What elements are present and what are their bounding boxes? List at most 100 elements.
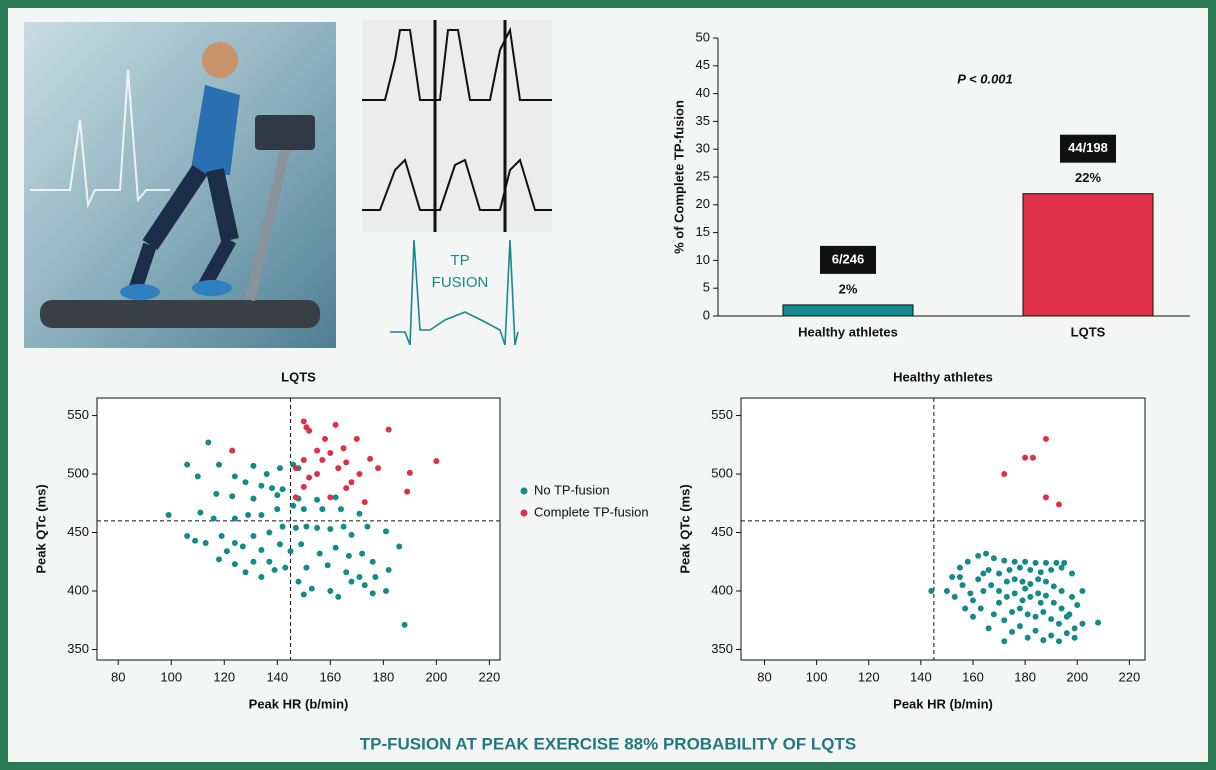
y-tick-label: 20 [696,196,710,211]
point [382,528,389,535]
point [996,570,1003,577]
point [1040,637,1047,644]
point [231,540,238,547]
point [165,511,172,518]
point [308,585,315,592]
y-tick-label: 25 [696,168,710,183]
point [1019,597,1026,604]
y-tick-label: 500 [67,465,89,480]
point [1071,634,1078,641]
point [367,455,374,462]
point [964,558,971,565]
point [1022,454,1029,461]
point [184,461,191,468]
point [266,558,273,565]
point [300,456,307,463]
point [218,533,225,540]
y-tick-label: 550 [711,407,733,422]
x-tick-label: 200 [1066,669,1088,684]
point [292,465,299,472]
x-tick-label: 140 [910,669,932,684]
point [242,569,249,576]
point [1069,570,1076,577]
count-box [820,245,876,274]
point [348,479,355,486]
chart-title: Healthy athletes [893,369,993,384]
point [1024,611,1031,618]
point [949,573,956,580]
y-axis-label: % of Complete TP-fusion [671,100,686,254]
point [990,555,997,562]
point [192,537,199,544]
tp-fusion-curve [390,239,519,346]
point [975,576,982,583]
point [1069,593,1076,600]
point [258,573,265,580]
point [231,515,238,522]
x-tick-label: 220 [479,669,501,684]
point [290,502,297,509]
point [279,523,286,530]
point [372,573,379,580]
point [1055,620,1062,627]
point [969,597,976,604]
point [250,495,257,502]
point [314,496,321,503]
point [990,611,997,618]
point [332,544,339,551]
point [250,462,257,469]
point [231,561,238,568]
legend-marker [520,487,528,495]
value-label: 2% [839,281,858,296]
point [298,541,305,548]
point [356,510,363,517]
point [404,488,411,495]
point [1048,616,1055,623]
y-tick-label: 50 [696,29,710,44]
point [1042,559,1049,566]
point [1058,605,1065,612]
point [223,548,230,555]
point [385,566,392,573]
point [274,492,281,499]
point [319,506,326,513]
x-tick-label: 140 [266,669,288,684]
point [1050,599,1057,606]
point [319,456,326,463]
point [996,599,1003,606]
point [369,590,376,597]
point [292,494,299,501]
point [980,587,987,594]
point [1079,587,1086,594]
point [1035,590,1042,597]
point [369,558,376,565]
y-tick-label: 30 [696,141,710,156]
point [988,582,995,589]
footer: TP-FUSION AT PEAK EXERCISE 88% PROBABILI… [360,734,857,753]
point [951,593,958,600]
point [1071,625,1078,632]
point [303,564,310,571]
point [1016,564,1023,571]
point [1022,558,1029,565]
point [956,564,963,571]
x-tick-label: 180 [1014,669,1036,684]
y-tick-label: 0 [703,307,710,322]
y-tick-label: 15 [696,224,710,239]
point [1037,599,1044,606]
point [1055,501,1062,508]
point [406,469,413,476]
point [1029,454,1036,461]
point [242,479,249,486]
x-axis-label: Peak HR (b/min) [893,696,993,711]
x-tick-label: 120 [858,669,880,684]
point [316,550,323,557]
point [1042,578,1049,585]
y-tick-label: 35 [696,113,710,128]
legend-label: No TP-fusion [534,482,610,497]
point [1042,435,1049,442]
x-tick-label: 180 [372,669,394,684]
point [1040,609,1047,616]
illustration-label: TP [450,252,469,269]
point [1003,593,1010,600]
